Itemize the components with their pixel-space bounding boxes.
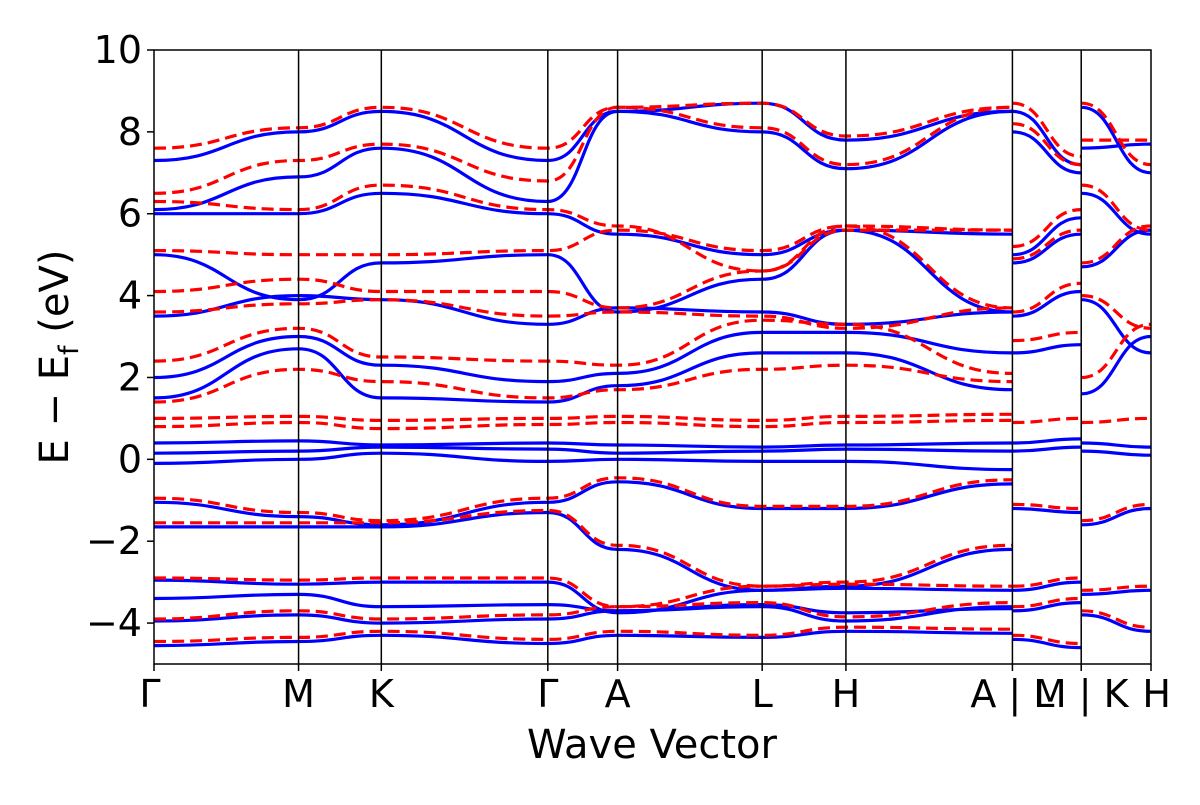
solid-band-15 [154, 101, 1013, 163]
dashed-band-23 [1012, 576, 1082, 588]
x-tick-label-7: A | L [970, 672, 1054, 717]
dashed-band-7 [154, 363, 1013, 404]
solid-band-23 [1012, 445, 1082, 453]
dashed-band-24 [1012, 596, 1082, 609]
dashed-band-10 [154, 224, 1013, 310]
x-tick-label-6: H [832, 672, 861, 716]
dashed-band-12 [154, 183, 1013, 273]
solid-band-28 [1081, 105, 1151, 175]
dashed-band-19 [1012, 281, 1082, 314]
kpoint-lines [297, 50, 1082, 664]
y-tick-label-0: 10 [94, 28, 142, 72]
dashed-band-21 [1012, 416, 1082, 425]
solid-band-20 [1012, 289, 1082, 318]
solid-band-18 [1012, 216, 1082, 257]
dashed-band-30 [1081, 294, 1151, 330]
dashed-band-4 [154, 476, 1013, 523]
solid-band-13 [154, 191, 1013, 257]
solid-band-38 [1081, 613, 1151, 633]
dashed-band-32 [1081, 416, 1151, 425]
dashed-band-14 [154, 101, 1013, 150]
dashed-band-28 [1081, 183, 1151, 232]
dashed-band-6 [154, 412, 1013, 423]
solid-band-16 [1012, 109, 1082, 167]
y-axis-label-main: E − E [32, 355, 78, 465]
svg-text:E − Ef (eV): E − Ef (eV) [32, 250, 85, 465]
dashed-band-17 [1012, 208, 1082, 249]
x-axis-label: Wave Vector [527, 722, 778, 768]
dashed-band-31 [1081, 322, 1151, 380]
solid-band-8 [154, 439, 1013, 449]
solid-band-26 [1012, 601, 1082, 613]
solid-band-33 [1081, 334, 1151, 396]
y-axis-label-unit: (eV) [32, 250, 78, 346]
dashed-band-35 [1081, 609, 1151, 629]
solid-band-17 [1012, 130, 1082, 175]
y-axis-label-subscript: f [54, 344, 85, 355]
dashed-band-20 [1012, 330, 1082, 343]
dashed-band-26 [1081, 101, 1151, 167]
solid-band-35 [1081, 449, 1151, 457]
y-tick-label-6: −2 [86, 519, 142, 563]
y-tick-label-2: 6 [118, 192, 142, 236]
solid-band-19 [1012, 232, 1082, 265]
dashed-band-29 [1081, 224, 1151, 265]
solid-band-3 [154, 578, 1013, 615]
x-tick-label-1: M [282, 672, 315, 716]
solid-band-22 [1012, 437, 1082, 445]
x-tick-label-3: Γ [537, 672, 558, 716]
x-tick-label-9: H [1142, 672, 1171, 716]
dashed-band-33 [1081, 502, 1151, 523]
y-axis: 10 8 6 4 2 0 −2 −4 [86, 28, 154, 645]
y-tick-label-5: 0 [118, 437, 142, 481]
solid-band-32 [1081, 298, 1151, 355]
solid-band-6 [154, 451, 1013, 472]
plot-frame [153, 49, 1152, 665]
dashed-band-18 [1012, 228, 1082, 261]
x-tick-label-0: Γ [139, 672, 160, 716]
x-tick-label-5: L [752, 672, 773, 716]
y-tick-label-3: 4 [118, 274, 142, 318]
dashed-band-25 [1012, 633, 1082, 646]
solid-band-25 [1012, 580, 1082, 592]
y-axis-label: E − Ef (eV) [32, 250, 85, 465]
dashed-band-34 [1081, 584, 1151, 592]
x-tick-label-2: K [369, 672, 395, 716]
dashed-band-3 [154, 508, 1013, 588]
dashed-band-5 [154, 418, 1013, 431]
solid-band-36 [1081, 506, 1151, 527]
solid-band-37 [1081, 588, 1151, 596]
solid-band-34 [1081, 441, 1151, 449]
solid-band-27 [1012, 637, 1082, 650]
bands-layer [154, 101, 1151, 650]
solid-band-29 [1081, 142, 1151, 150]
dashed-band-13 [154, 105, 1013, 195]
dashed-band-15 [1012, 101, 1082, 158]
solid-band-24 [1012, 506, 1082, 515]
solid-band-7 [154, 445, 1013, 455]
y-tick-label-1: 8 [118, 110, 142, 154]
x-tick-label-8: M | K [1034, 672, 1130, 717]
dashed-band-22 [1012, 502, 1082, 511]
x-axis: Γ M K Γ A L H A | LM | K H [139, 664, 1171, 717]
solid-band-21 [1012, 343, 1082, 355]
y-tick-label-7: −4 [86, 601, 142, 645]
y-tick-label-4: 2 [118, 355, 142, 399]
dashed-band-16 [1012, 122, 1082, 167]
x-tick-label-4: A [605, 672, 631, 716]
solid-band-31 [1081, 228, 1151, 269]
